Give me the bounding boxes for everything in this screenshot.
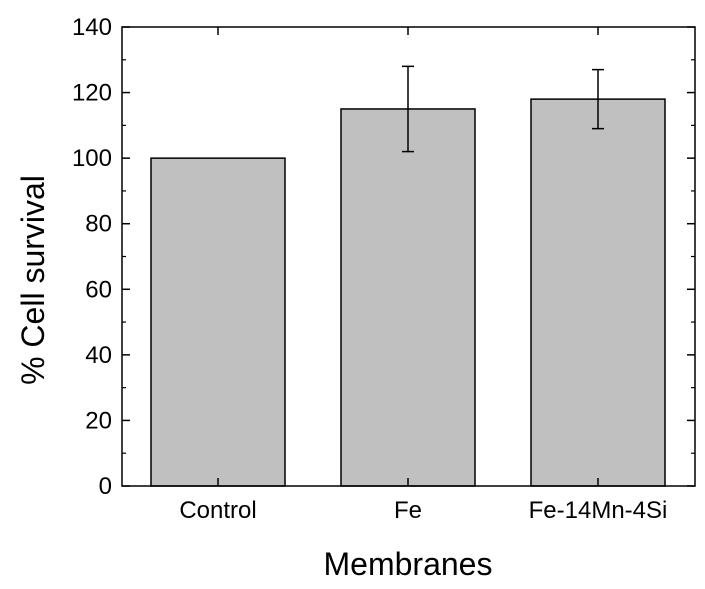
y-tick-label: 60 (85, 276, 112, 303)
y-tick-label: 0 (99, 473, 112, 500)
y-tick-label: 20 (85, 407, 112, 434)
bar-control (150, 157, 286, 487)
y-tick-label: 80 (85, 211, 112, 238)
y-tick-label: 140 (72, 14, 112, 41)
plot-area: 0 20 40 60 80 100 120 140 Control Fe Fe-14Mn-4Si (72, 14, 696, 524)
bar-fe (340, 108, 476, 487)
x-tick-label: Fe (394, 497, 422, 524)
x-tick-label: Control (179, 497, 256, 524)
y-tick-label: 100 (72, 145, 112, 172)
x-tick-label: Fe-14Mn-4Si (529, 497, 668, 524)
y-tick-label: 40 (85, 342, 112, 369)
y-tick-label: 120 (72, 80, 112, 107)
bar-fe-14mn-4si (530, 98, 666, 487)
x-axis-label: Membranes (324, 546, 493, 582)
y-axis-label: % Cell survival (15, 175, 51, 385)
